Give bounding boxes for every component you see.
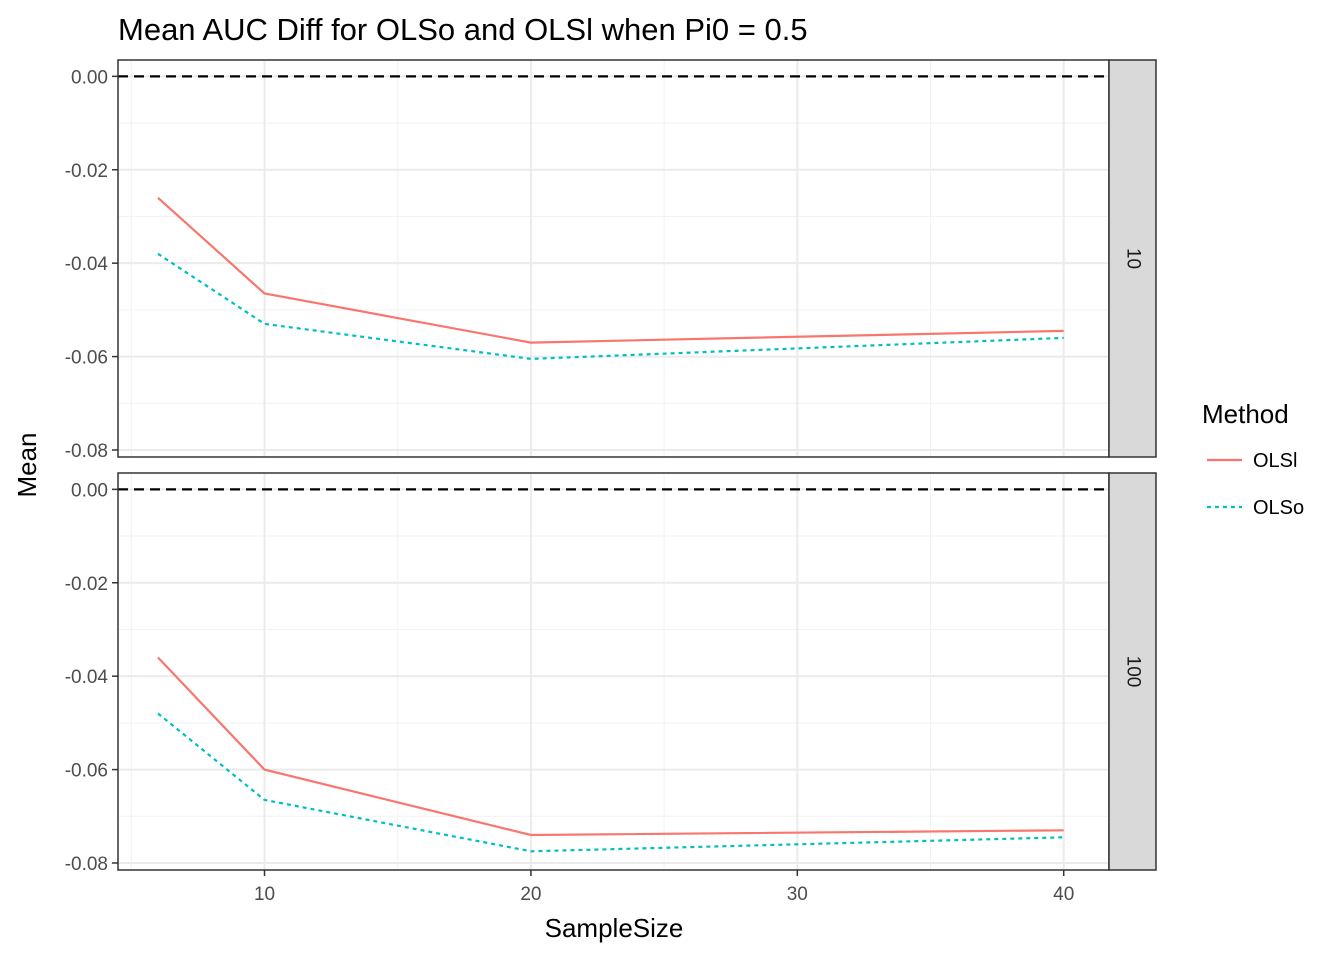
x-tick-label: 10 xyxy=(254,884,275,905)
y-tick-label: -0.02 xyxy=(65,574,108,595)
legend-entry-olso: OLSo xyxy=(1207,497,1304,519)
legend-title: Method xyxy=(1202,399,1289,429)
facet-strip-label: 10 xyxy=(1122,248,1143,269)
facet-strip xyxy=(1108,472,1157,871)
y-tick-label: -0.06 xyxy=(65,761,108,782)
x-tick-label: 40 xyxy=(1053,884,1074,905)
x-tick-label: 20 xyxy=(520,884,541,905)
chart-title: Mean AUC Diff for OLSo and OLSl when Pi0… xyxy=(118,12,808,47)
x-axis-label: SampleSize xyxy=(545,913,684,943)
y-tick-label: -0.04 xyxy=(65,254,109,275)
x-axis: 10 20 30 40 xyxy=(254,870,1074,905)
panel-100: 100 0.00 -0.02 -0.04 -0.06 -0.08 xyxy=(65,472,1157,875)
y-tick-label: -0.08 xyxy=(65,854,108,875)
y-tick-label: 0.00 xyxy=(71,480,108,501)
facet-strip-label: 100 xyxy=(1122,656,1143,688)
y-axis-label: Mean xyxy=(12,432,42,497)
facet-strip xyxy=(1108,59,1157,458)
x-tick-label: 30 xyxy=(787,884,808,905)
y-tick-label: -0.08 xyxy=(65,441,108,462)
y-tick-label: 0.00 xyxy=(71,67,108,88)
panel-10: 10 0.00 -0.02 -0.04 -0.06 -0.08 xyxy=(65,59,1157,462)
series-line-olso xyxy=(157,712,1064,853)
y-tick-label: -0.06 xyxy=(65,348,108,369)
series-line-olsl xyxy=(157,196,1064,344)
panels: 10 0.00 -0.02 -0.04 -0.06 -0.08 100 0.00 -0.02 -0… xyxy=(65,59,1157,905)
panel-background xyxy=(118,473,1109,870)
series-line-olsl xyxy=(157,656,1064,837)
panel-background xyxy=(118,60,1109,457)
legend: Method OLSl OLSo xyxy=(1202,399,1304,519)
y-tick-label: -0.02 xyxy=(65,161,108,182)
legend-label: OLSo xyxy=(1253,497,1304,519)
legend-label: OLSl xyxy=(1253,450,1297,472)
legend-entry-olsl: OLSl xyxy=(1207,450,1297,472)
y-tick-label: -0.04 xyxy=(65,667,109,688)
